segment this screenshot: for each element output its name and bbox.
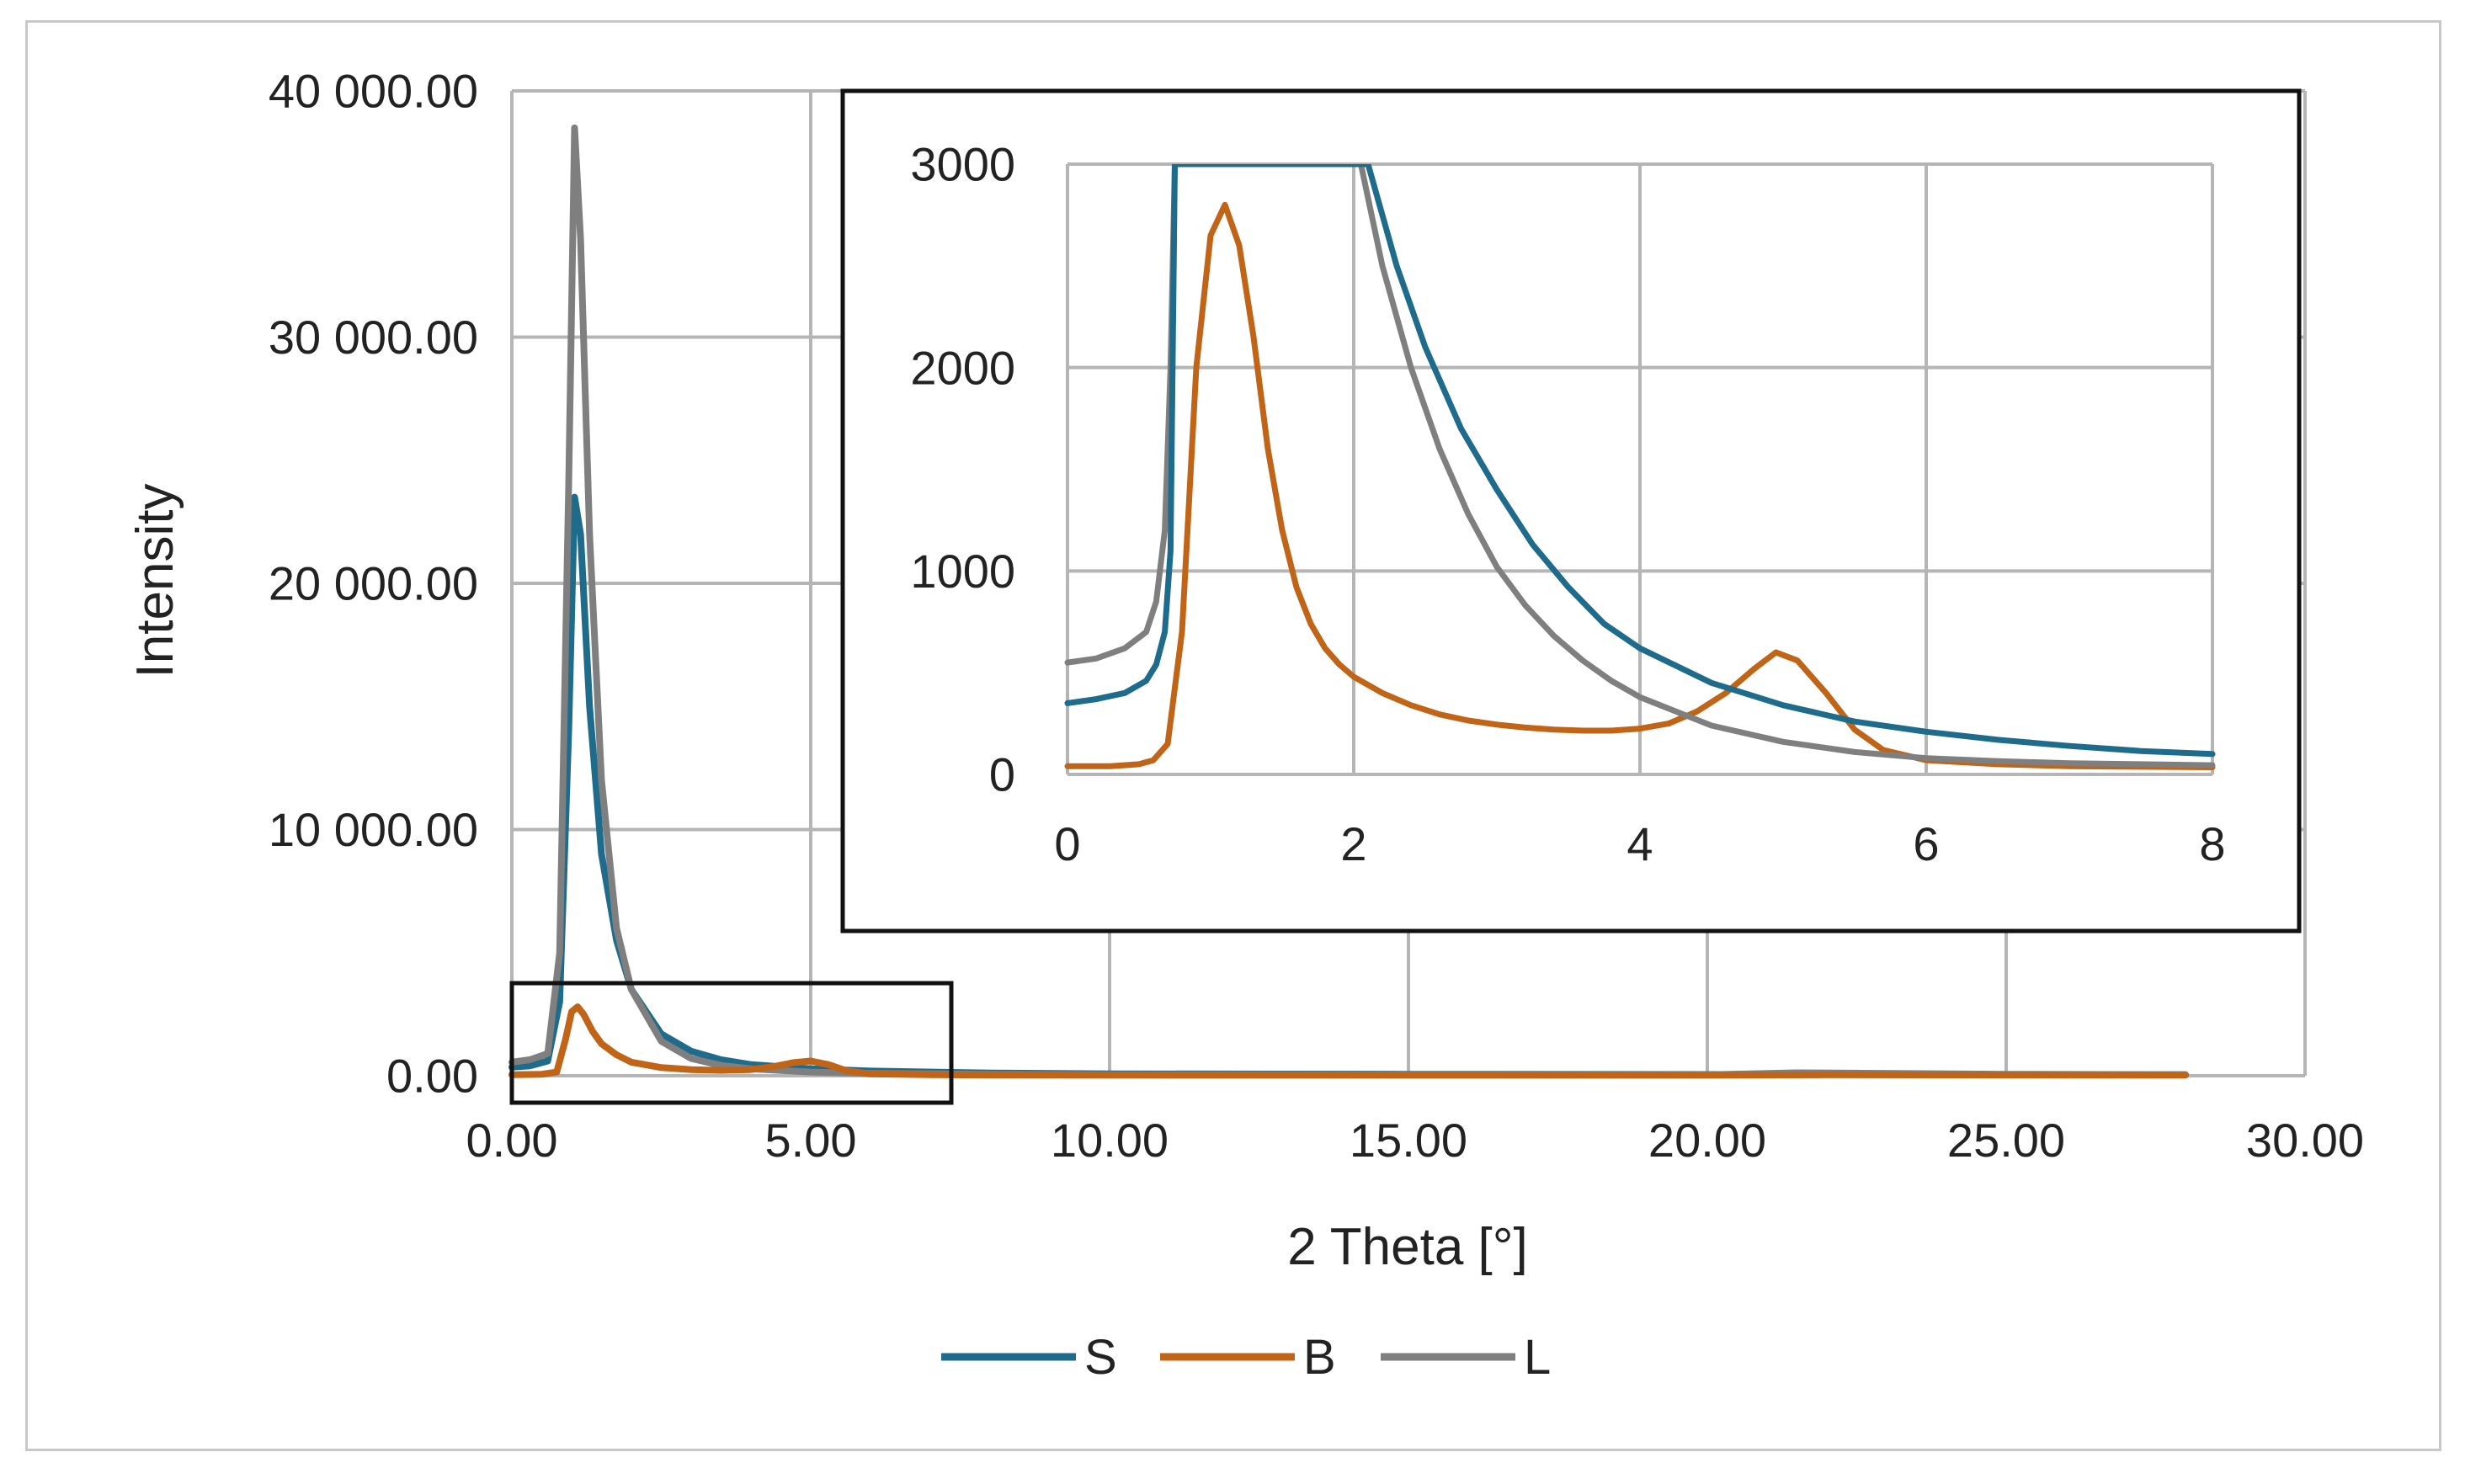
legend-label-s: S xyxy=(1084,1330,1117,1385)
main-y-tick-1: 10 000.00 xyxy=(269,803,478,856)
main-x-tick-5: 25.00 xyxy=(1947,1114,2065,1167)
inset-gridlines xyxy=(1066,162,2214,776)
inset-y-tick-1: 1000 xyxy=(910,545,1015,598)
inset-y-tick-labels: 0 1000 2000 3000 xyxy=(910,138,1015,801)
inset-series-lines xyxy=(1064,164,2216,770)
main-x-tick-4: 20.00 xyxy=(1648,1114,1766,1167)
inset-y-tick-2: 2000 xyxy=(910,341,1015,394)
x-axis-title: 2 Theta [°] xyxy=(1287,1218,1528,1276)
inset-y-tick-3: 3000 xyxy=(910,138,1015,191)
inset-x-tick-3: 6 xyxy=(1913,817,1939,870)
main-x-tick-0: 0.00 xyxy=(466,1114,558,1167)
y-axis-title: Intensity xyxy=(126,484,184,678)
main-x-tick-6: 30.00 xyxy=(2246,1114,2364,1167)
main-series-lines xyxy=(508,124,2189,1079)
legend-label-l: L xyxy=(1524,1330,1551,1385)
main-x-tick-labels: 0.00 5.00 10.00 15.00 20.00 25.00 30.00 xyxy=(466,1114,2365,1167)
legend: S B L xyxy=(941,1330,1551,1385)
inset-panel xyxy=(840,88,2302,933)
inset-series-s-line xyxy=(1064,164,2216,758)
inset-series-b-line xyxy=(1064,201,2216,770)
legend-label-b: B xyxy=(1303,1330,1336,1385)
inset-series-l-line xyxy=(1064,164,2216,769)
main-x-tick-2: 10.00 xyxy=(1051,1114,1169,1167)
main-x-tick-3: 15.00 xyxy=(1350,1114,1467,1167)
inset-x-tick-labels: 0 2 4 6 8 xyxy=(1054,817,2225,870)
inset-x-tick-1: 2 xyxy=(1340,817,1366,870)
main-y-tick-3: 30 000.00 xyxy=(269,311,478,364)
inset-x-tick-2: 4 xyxy=(1626,817,1653,870)
main-y-tick-0: 0.00 xyxy=(386,1050,478,1103)
main-y-tick-2: 20 000.00 xyxy=(269,557,478,610)
inset-y-tick-0: 0 xyxy=(989,748,1015,801)
main-y-tick-4: 40 000.00 xyxy=(269,65,478,118)
main-y-tick-labels: 0.00 10 000.00 20 000.00 30 000.00 40 000.00 xyxy=(269,65,478,1103)
inset-x-tick-0: 0 xyxy=(1054,817,1080,870)
inset-x-tick-4: 8 xyxy=(2199,817,2225,870)
main-x-tick-1: 5.00 xyxy=(765,1114,857,1167)
main-series-b-line xyxy=(508,1003,2189,1079)
zoom-region-box xyxy=(509,981,954,1105)
